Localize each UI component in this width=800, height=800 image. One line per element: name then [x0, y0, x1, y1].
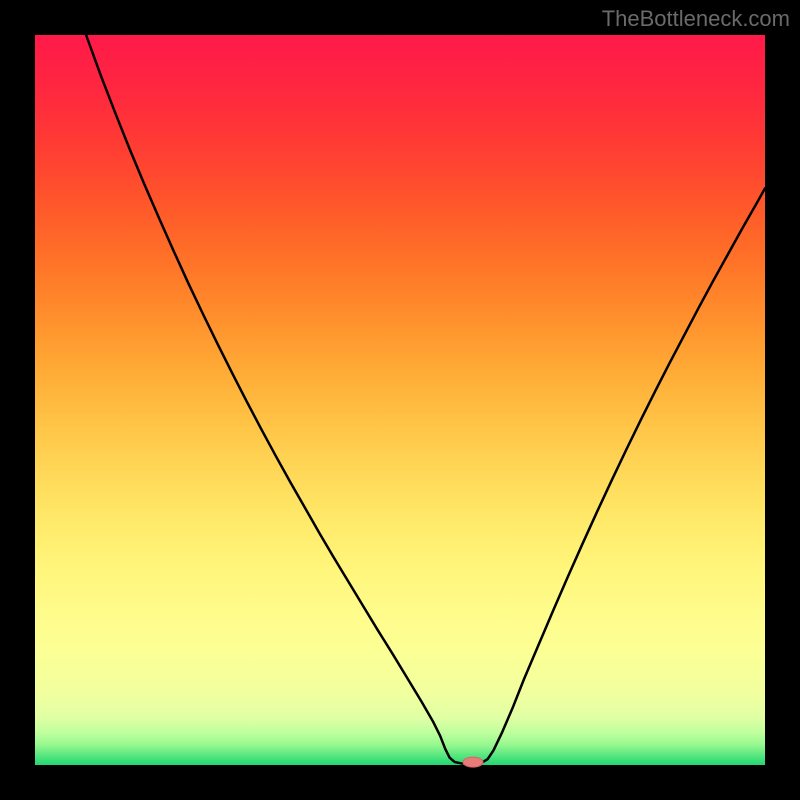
chart-container: { "watermark": { "text": "TheBottleneck.…	[0, 0, 800, 800]
watermark-text: TheBottleneck.com	[602, 6, 790, 32]
bottleneck-chart	[0, 0, 800, 800]
plot-background	[35, 35, 765, 765]
minimum-marker	[463, 757, 483, 767]
